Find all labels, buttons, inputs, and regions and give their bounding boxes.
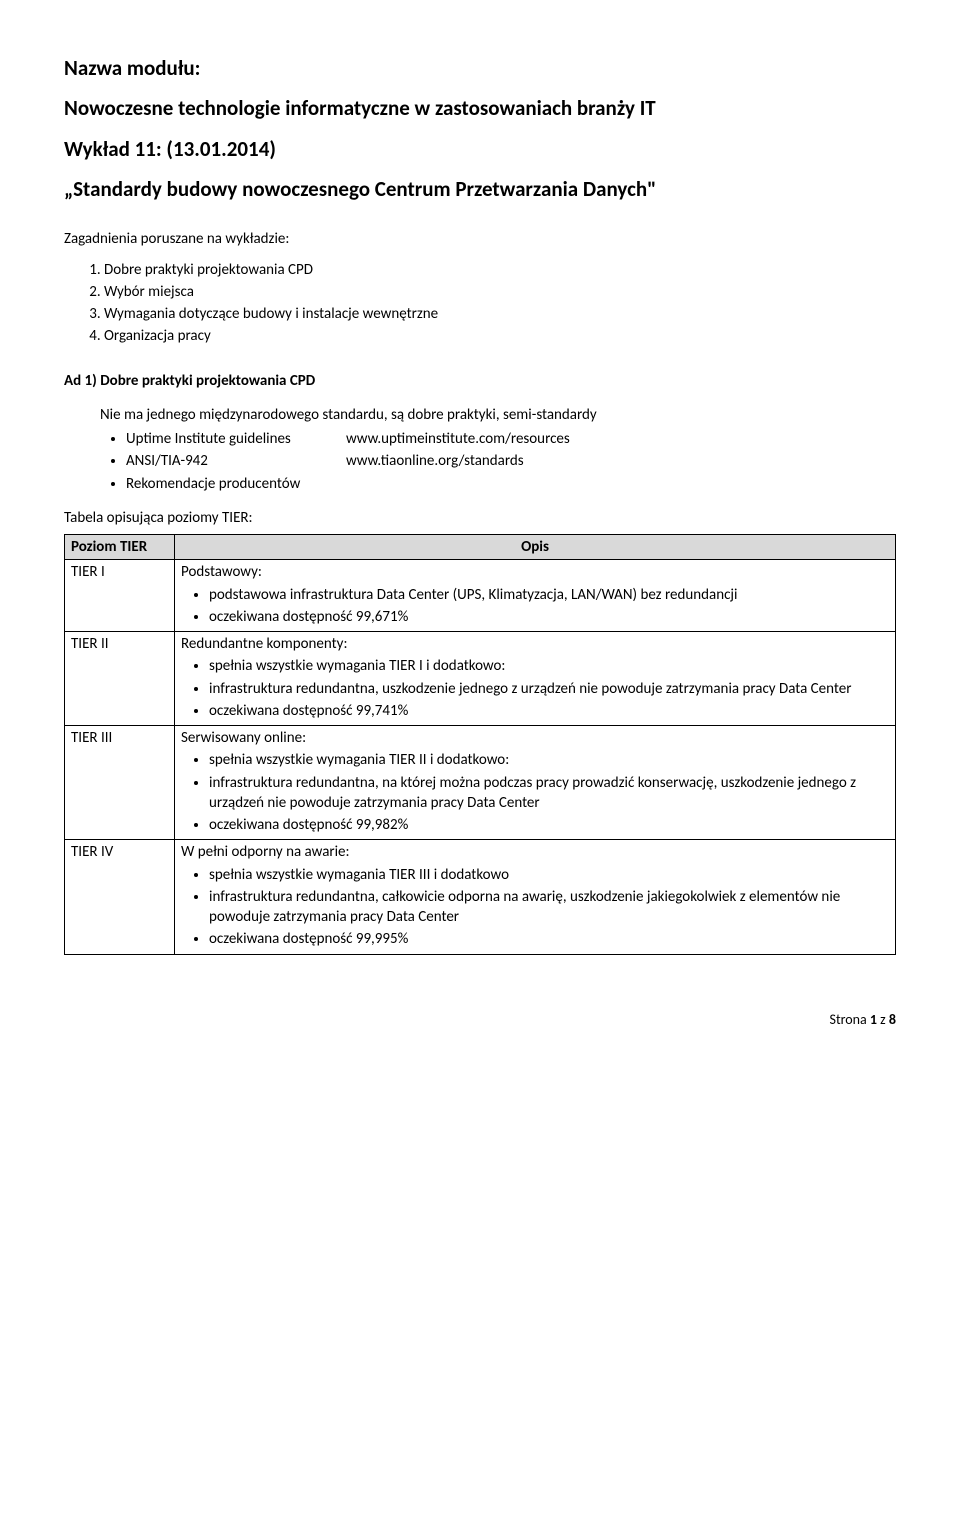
guideline-url: www.tiaonline.org/standards [346, 451, 524, 471]
section-content: Nie ma jednego międzynarodowego standard… [64, 405, 896, 494]
lecture-info: Wykład 11: (13.01.2014) [64, 135, 896, 163]
tier-desc-label: W pełni odporny na awarie: [181, 842, 889, 862]
tier-bullets: spełnia wszystkie wymagania TIER II i do… [181, 750, 889, 835]
list-item: infrastruktura redundantna, uszkodzenie … [209, 679, 889, 699]
guideline-label: ANSI/TIA-942 [126, 451, 346, 471]
table-header-tier: Poziom TIER [65, 535, 175, 560]
tier-desc-label: Serwisowany online: [181, 728, 889, 748]
tier-cell: TIER I [65, 560, 175, 632]
list-item: Organizacja pracy [104, 326, 896, 346]
tier-desc-label: Podstawowy: [181, 562, 889, 582]
section-intro: Nie ma jednego międzynarodowego standard… [100, 405, 896, 425]
list-item: infrastruktura redundantna, całkowicie o… [209, 887, 889, 928]
tier-cell: TIER II [65, 632, 175, 726]
tier-desc-label: Redundantne komponenty: [181, 634, 889, 654]
tier-table: Poziom TIER Opis TIER I Podstawowy: pods… [64, 534, 896, 955]
guidelines-list: Uptime Institute guidelines www.uptimein… [100, 429, 896, 494]
list-item: oczekiwana dostępność 99,982% [209, 815, 889, 835]
list-item: spełnia wszystkie wymagania TIER II i do… [209, 750, 889, 770]
table-header-desc: Opis [175, 535, 896, 560]
list-item: Uptime Institute guidelines www.uptimein… [126, 429, 896, 449]
table-row: TIER III Serwisowany online: spełnia wsz… [65, 726, 896, 840]
tier-desc-cell: W pełni odporny na awarie: spełnia wszys… [175, 840, 896, 954]
guideline-url: www.uptimeinstitute.com/resources [346, 429, 570, 449]
tier-bullets: spełnia wszystkie wymagania TIER III i d… [181, 865, 889, 950]
tier-desc-cell: Redundantne komponenty: spełnia wszystki… [175, 632, 896, 726]
list-item: Wymagania dotyczące budowy i instalacje … [104, 304, 896, 324]
document-title: „Standardy budowy nowoczesnego Centrum P… [64, 175, 896, 203]
topics-list: Dobre praktyki projektowania CPD Wybór m… [64, 260, 896, 347]
topics-label: Zagadnienia poruszane na wykładzie: [64, 229, 896, 249]
table-caption: Tabela opisująca poziomy TIER: [64, 508, 896, 528]
list-item: podstawowa infrastruktura Data Center (U… [209, 585, 889, 605]
list-item: Wybór miejsca [104, 282, 896, 302]
list-item: infrastruktura redundantna, na której mo… [209, 773, 889, 814]
list-item: Rekomendacje producentów [126, 474, 896, 494]
tier-cell: TIER III [65, 726, 175, 840]
page-number: Strona 1 z 8 [830, 1011, 896, 1028]
module-title: Nowoczesne technologie informatyczne w z… [64, 94, 896, 122]
guideline-label: Uptime Institute guidelines [126, 429, 346, 449]
module-label: Nazwa modułu: [64, 54, 896, 82]
table-row: TIER I Podstawowy: podstawowa infrastruk… [65, 560, 896, 632]
tier-bullets: podstawowa infrastruktura Data Center (U… [181, 585, 889, 628]
list-item: ANSI/TIA-942 www.tiaonline.org/standards [126, 451, 896, 471]
list-item: spełnia wszystkie wymagania TIER I i dod… [209, 656, 889, 676]
table-row: TIER IV W pełni odporny na awarie: spełn… [65, 840, 896, 954]
page-footer: Strona 1 z 8 [64, 1011, 896, 1030]
table-row: TIER II Redundantne komponenty: spełnia … [65, 632, 896, 726]
list-item: spełnia wszystkie wymagania TIER III i d… [209, 865, 889, 885]
guideline-label: Rekomendacje producentów [126, 475, 300, 493]
list-item: oczekiwana dostępność 99,741% [209, 701, 889, 721]
tier-bullets: spełnia wszystkie wymagania TIER I i dod… [181, 656, 889, 721]
section-heading: Ad 1) Dobre praktyki projektowania CPD [64, 371, 896, 391]
list-item: Dobre praktyki projektowania CPD [104, 260, 896, 280]
list-item: oczekiwana dostępność 99,671% [209, 607, 889, 627]
tier-desc-cell: Serwisowany online: spełnia wszystkie wy… [175, 726, 896, 840]
tier-cell: TIER IV [65, 840, 175, 954]
list-item: oczekiwana dostępność 99,995% [209, 929, 889, 949]
tier-desc-cell: Podstawowy: podstawowa infrastruktura Da… [175, 560, 896, 632]
